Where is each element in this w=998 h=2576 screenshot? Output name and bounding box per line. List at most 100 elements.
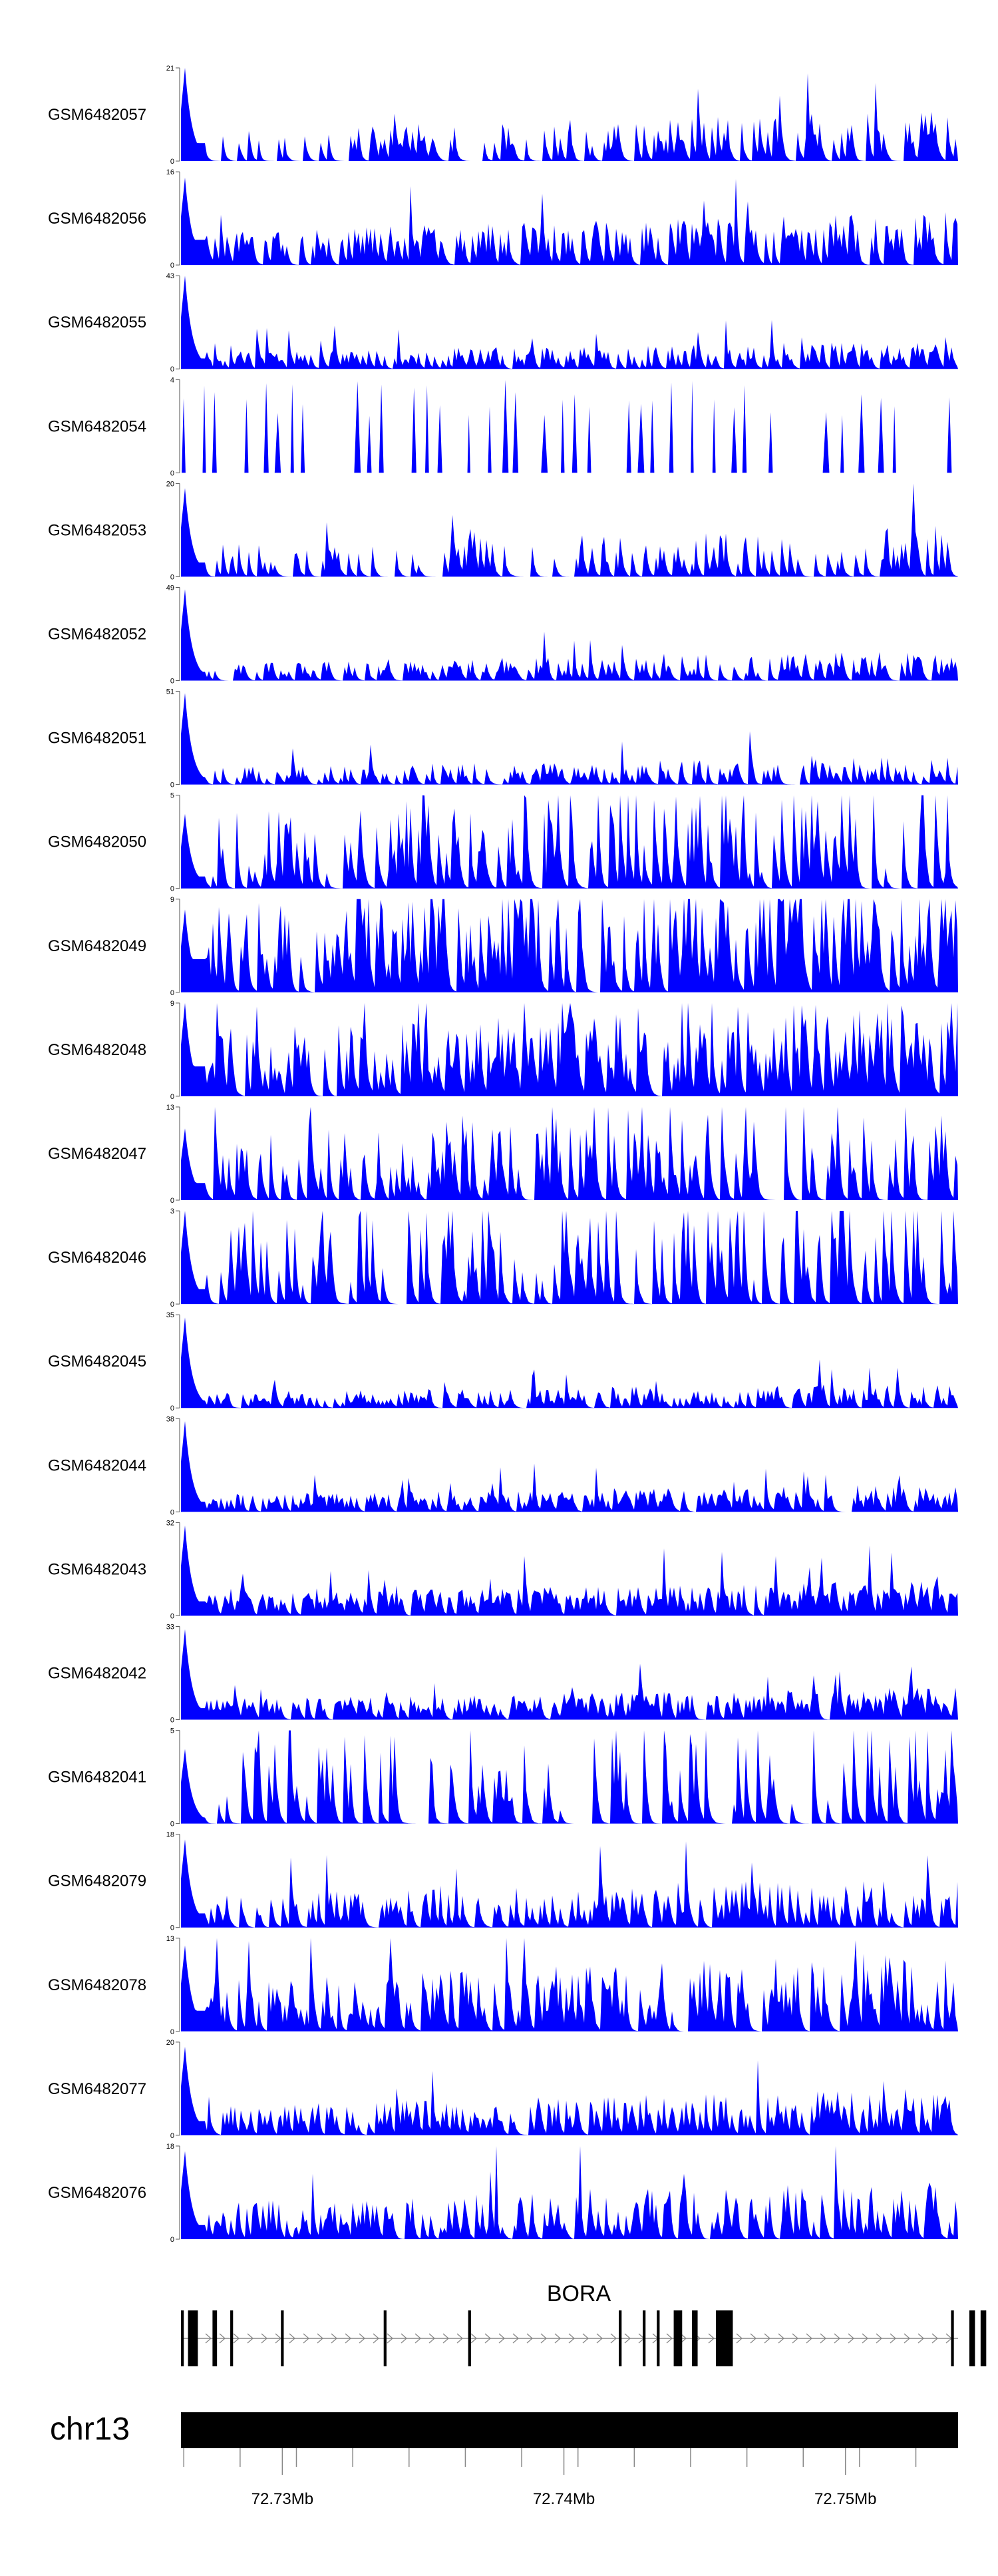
gene-exon xyxy=(383,2310,387,2366)
gene-model: BORA xyxy=(181,2281,987,2366)
track-GSM6482047: GSM6482047 13 0 xyxy=(48,1104,958,1205)
track-GSM6482050: GSM6482050 5 0 xyxy=(48,792,958,893)
strand-arrow xyxy=(931,2333,938,2344)
strand-arrow xyxy=(345,2333,351,2344)
gene-exon xyxy=(673,2310,683,2366)
strand-arrow xyxy=(554,2333,561,2344)
y-zero-label: 0 xyxy=(170,1821,174,1828)
y-max-label: 21 xyxy=(166,65,174,73)
coverage-area xyxy=(181,1317,958,1408)
coverage-area xyxy=(181,2146,958,2239)
track-label: GSM6482076 xyxy=(48,2184,146,2202)
strand-arrow xyxy=(275,2333,281,2344)
track-label: GSM6482052 xyxy=(48,626,146,644)
y-max-label: 13 xyxy=(166,1104,174,1112)
y-zero-label: 0 xyxy=(170,158,174,166)
y-max-label: 3 xyxy=(170,1207,174,1215)
track-label: GSM6482054 xyxy=(48,417,146,435)
y-zero-label: 0 xyxy=(170,781,174,789)
y-max-label: 38 xyxy=(166,1415,174,1423)
track-GSM6482076: GSM6482076 18 0 xyxy=(48,2143,958,2244)
track-GSM6482077: GSM6482077 20 0 xyxy=(48,2039,958,2140)
gene-exon xyxy=(980,2310,987,2366)
y-max-label: 16 xyxy=(166,168,174,176)
strand-arrow xyxy=(219,2333,226,2344)
chromosome-axis: chr13 72.73Mb 72.74Mb 72.75Mb xyxy=(50,2412,958,2508)
strand-arrow xyxy=(415,2333,421,2344)
strand-arrow xyxy=(233,2333,240,2344)
gene-exon xyxy=(692,2310,698,2366)
y-zero-label: 0 xyxy=(170,2028,174,2036)
track-GSM6482046: GSM6482046 3 0 xyxy=(48,1207,958,1309)
y-zero-label: 0 xyxy=(170,885,174,893)
strand-arrow xyxy=(917,2333,924,2344)
strand-arrow xyxy=(428,2333,435,2344)
track-GSM6482045: GSM6482045 35 0 xyxy=(48,1311,958,1412)
y-max-label: 49 xyxy=(166,584,174,592)
strand-arrow xyxy=(792,2333,798,2344)
gene-exon xyxy=(951,2310,954,2366)
strand-arrow xyxy=(778,2333,784,2344)
track-GSM6482044: GSM6482044 38 0 xyxy=(48,1415,958,1516)
coverage-area xyxy=(181,68,958,161)
y-zero-label: 0 xyxy=(170,2236,174,2244)
track-GSM6482078: GSM6482078 13 0 xyxy=(48,1935,958,2036)
y-max-label: 32 xyxy=(166,1519,174,1527)
strand-arrow xyxy=(317,2333,323,2344)
strand-arrow xyxy=(596,2333,603,2344)
strand-arrow xyxy=(540,2333,547,2344)
y-zero-label: 0 xyxy=(170,1508,174,1516)
strand-arrow xyxy=(862,2333,868,2344)
track-GSM6482049: GSM6482049 9 0 xyxy=(48,896,958,997)
track-GSM6482048: GSM6482048 9 0 xyxy=(48,1000,958,1101)
y-zero-label: 0 xyxy=(170,2132,174,2140)
strand-arrow xyxy=(331,2333,337,2344)
coverage-area xyxy=(181,1002,958,1096)
gene-exon xyxy=(212,2310,218,2366)
strand-arrow xyxy=(848,2333,854,2344)
y-zero-label: 0 xyxy=(170,1924,174,1932)
coverage-area xyxy=(181,1629,958,1720)
track-label: GSM6482050 xyxy=(48,833,146,851)
strand-arrow xyxy=(289,2333,295,2344)
y-zero-label: 0 xyxy=(170,1612,174,1620)
strand-arrow xyxy=(582,2333,589,2344)
gene-exon xyxy=(188,2310,198,2366)
y-max-label: 43 xyxy=(166,272,174,280)
y-max-label: 5 xyxy=(170,792,174,800)
strand-arrow xyxy=(680,2333,687,2344)
coverage-area xyxy=(181,1525,958,1616)
strand-arrow xyxy=(820,2333,826,2344)
y-max-label: 4 xyxy=(170,376,174,384)
coverage-area xyxy=(181,1839,958,1928)
coverage-area xyxy=(181,2046,958,2135)
chromosome-label: chr13 xyxy=(50,2412,130,2447)
strand-arrow xyxy=(834,2333,840,2344)
track-label: GSM6482056 xyxy=(48,210,146,228)
coverage-area xyxy=(181,899,958,992)
coverage-area xyxy=(181,1107,958,1200)
coverage-area xyxy=(181,1938,958,2032)
strand-arrow xyxy=(498,2333,505,2344)
chromosome-bar xyxy=(181,2412,958,2448)
strand-arrow xyxy=(764,2333,770,2344)
gene-exon xyxy=(230,2310,234,2366)
track-label: GSM6482048 xyxy=(48,1041,146,1059)
track-label: GSM6482046 xyxy=(48,1249,146,1267)
y-max-label: 33 xyxy=(166,1623,174,1631)
track-label: GSM6482049 xyxy=(48,937,146,955)
x-tick-label: 72.73Mb xyxy=(251,2490,313,2508)
y-max-label: 18 xyxy=(166,2143,174,2151)
track-label: GSM6482078 xyxy=(48,1976,146,1994)
strand-arrow xyxy=(261,2333,267,2344)
track-label: GSM6482079 xyxy=(48,1872,146,1890)
strand-arrow xyxy=(512,2333,519,2344)
strand-arrow xyxy=(666,2333,673,2344)
y-max-label: 13 xyxy=(166,1935,174,1943)
strand-arrow xyxy=(806,2333,812,2344)
gene-exon xyxy=(643,2310,646,2366)
y-max-label: 20 xyxy=(166,2039,174,2047)
gene-exon xyxy=(969,2310,975,2366)
track-GSM6482051: GSM6482051 51 0 xyxy=(48,688,958,789)
